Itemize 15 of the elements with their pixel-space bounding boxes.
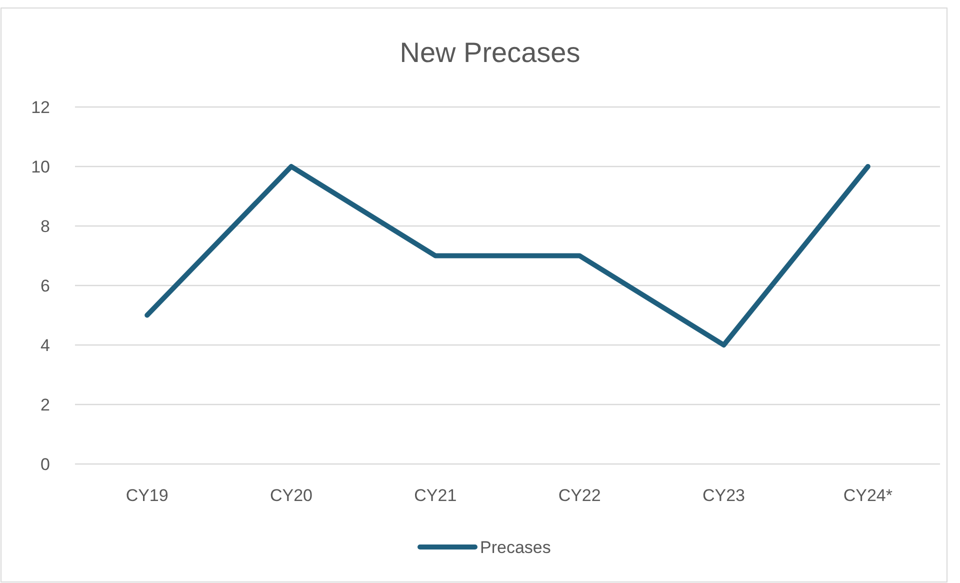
y-tick-label: 6 [40, 276, 50, 296]
y-tick-label: 0 [40, 455, 50, 474]
x-tick-label: CY19 [126, 486, 168, 505]
x-tick-label: CY21 [414, 486, 457, 505]
x-tick-label: CY23 [702, 486, 746, 505]
y-tick-label: 4 [40, 336, 50, 355]
y-tick-label: 2 [40, 396, 50, 414]
y-tick-label: 12 [31, 98, 50, 117]
y-tick-label: 8 [40, 217, 50, 236]
chart-title: New Precases [400, 37, 580, 68]
x-tick-label: CY20 [270, 486, 313, 505]
y-tick-label: 10 [31, 158, 50, 176]
x-tick-label: CY24* [843, 486, 893, 505]
x-tick-label: CY22 [558, 486, 601, 505]
legend-label: Precases [480, 538, 551, 557]
